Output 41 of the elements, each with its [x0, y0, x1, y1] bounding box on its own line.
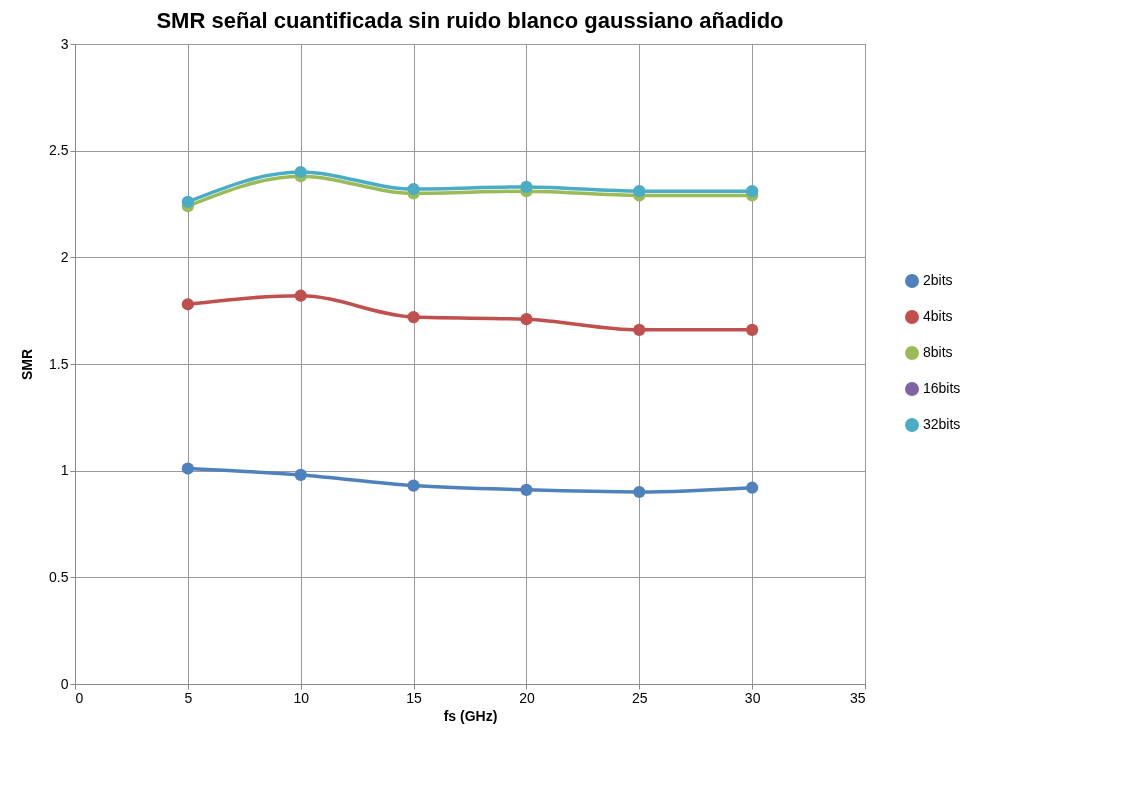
point [407, 310, 420, 324]
point [633, 185, 646, 198]
legend-label: 4bits [923, 308, 953, 324]
legend-label: 32bits [923, 416, 961, 432]
point [746, 481, 759, 494]
point [746, 323, 759, 336]
legend-label: 2bits [923, 272, 953, 288]
x-tick-label: 15 [406, 689, 423, 706]
point [520, 180, 533, 194]
point [633, 323, 646, 336]
y-tick-label: 1 [60, 462, 69, 479]
point [746, 185, 759, 198]
x-tick-label: 30 [744, 689, 761, 706]
legend-label: 16bits [923, 380, 961, 396]
point [294, 468, 307, 482]
y-tick-label: 0.5 [49, 568, 69, 585]
x-tick-label: 20 [519, 689, 535, 706]
point [181, 298, 194, 311]
point [294, 165, 307, 179]
x-tick-label: 10 [293, 689, 310, 706]
x-axis-title: fs (GHz) [443, 707, 498, 724]
point [633, 485, 646, 499]
y-tick-label: 2.5 [49, 142, 69, 159]
chart-title: SMR señal cuantificada sin ruido blanco gaussiano añadido [156, 8, 784, 33]
point [520, 483, 533, 496]
x-tick-label: 35 [849, 689, 866, 706]
point [520, 313, 533, 326]
y-tick-label: 1.5 [49, 355, 69, 372]
point [181, 462, 194, 475]
point [294, 289, 307, 302]
point [181, 195, 194, 208]
x-tick-label: 0 [75, 689, 84, 706]
x-tick-label: 5 [184, 689, 193, 706]
y-axis-title: SMR [19, 348, 36, 381]
point [407, 182, 420, 196]
y-tick-label: 3 [60, 35, 69, 52]
legend-label: 8bits [923, 344, 953, 360]
y-tick-label: 2 [60, 248, 69, 265]
x-tick-label: 25 [632, 689, 648, 706]
point [407, 479, 420, 492]
y-tick-label: 0 [60, 675, 69, 692]
